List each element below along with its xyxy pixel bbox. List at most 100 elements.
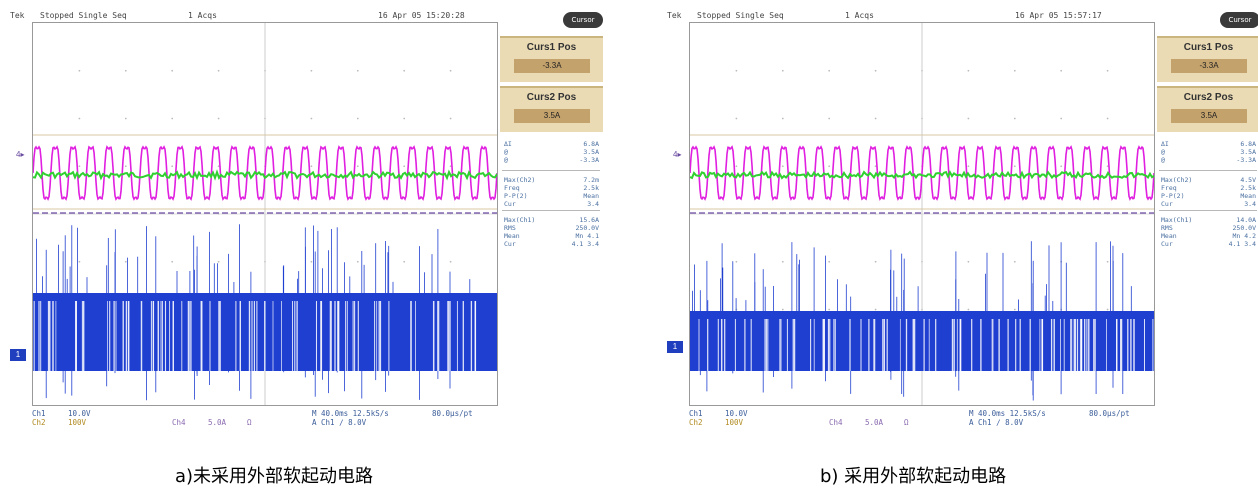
readout-row: Freq 2.5k xyxy=(1161,184,1256,192)
cursor-readout: ΔI 6.8A @3.5A @ -3.3A xyxy=(1161,140,1256,164)
cursor-menu-button[interactable]: Cursor xyxy=(1220,12,1258,28)
grid-dot xyxy=(449,117,452,120)
ch1-marker: 1 xyxy=(10,349,26,361)
grid-dot xyxy=(1060,117,1063,120)
waveform-svg xyxy=(690,23,1154,405)
waveform-svg xyxy=(33,23,497,405)
readout-row: Cur 3.4 xyxy=(1161,200,1256,208)
grid-dot xyxy=(449,260,452,263)
ch1-label: Ch1 xyxy=(689,409,703,418)
readout-label: Max(Ch2) xyxy=(1161,176,1193,184)
readout-label: Cur xyxy=(504,240,516,248)
readout-value: Mn 4.2 xyxy=(1232,232,1256,240)
sample-interval: 80.0μs/pt xyxy=(432,409,473,418)
grid-dot xyxy=(874,260,877,263)
readout-label: Cur xyxy=(1161,240,1173,248)
timebase-label: M 40.0ms 12.5kS/s xyxy=(312,409,389,418)
grid-dot xyxy=(828,260,831,263)
grid-dot xyxy=(1013,117,1016,120)
readout-row: Max(Ch1) 15.6A xyxy=(504,216,599,224)
cursor1-value: -3.3A xyxy=(1171,59,1247,73)
grid-dot xyxy=(874,69,877,72)
grid-dot xyxy=(967,117,970,120)
cursor1-value: -3.3A xyxy=(514,59,590,73)
brand-label: Tek xyxy=(10,11,25,20)
cursor1-position-box[interactable]: Curs1 Pos -3.3A xyxy=(500,36,603,82)
grid-dot xyxy=(1106,69,1109,72)
readout-row: ΔI 6.8A xyxy=(504,140,599,148)
readout-label: P-P(2) xyxy=(504,192,528,200)
ohm-symbol: Ω xyxy=(904,418,909,427)
timebase-label: M 40.0ms 12.5kS/s xyxy=(969,409,1046,418)
grid-dot xyxy=(124,117,127,120)
readout-row: Cur 3.4 xyxy=(504,200,599,208)
readout-value: 6.8A xyxy=(583,140,599,148)
grid-dot xyxy=(1013,260,1016,263)
grid-dot xyxy=(124,69,127,72)
grid-dot xyxy=(78,165,81,168)
readout-value: -3.3A xyxy=(579,156,599,164)
side-menu: Cursor Curs1 Pos -3.3A Curs2 Pos 3.5A ΔI… xyxy=(1157,10,1258,410)
grid-dot xyxy=(781,308,784,311)
cursor1-title: Curs1 Pos xyxy=(526,42,577,53)
readout-label: Mean xyxy=(504,232,520,240)
ch1-scale: 10.0V xyxy=(725,409,748,418)
grid-dot xyxy=(874,308,877,311)
readout-value: 2.5k xyxy=(583,184,599,192)
measurement-readout-2: Max(Ch1) 15.6A RMS 250.0V Mean Mn 4.1 Cur 4.1 3… xyxy=(504,216,599,248)
cursor-readout: ΔI 6.8A @3.5A @ -3.3A xyxy=(504,140,599,164)
grid-dot xyxy=(124,260,127,263)
grid-dot xyxy=(1060,165,1063,168)
cursor2-position-box[interactable]: Curs2 Pos 3.5A xyxy=(1157,86,1258,132)
grid-dot xyxy=(171,260,174,263)
grid-dot xyxy=(967,308,970,311)
acquisition-count: 1 Acqs xyxy=(845,11,874,20)
ch4-scale: 5.0A xyxy=(208,418,227,427)
readout-row: Cur 4.1 3.4 xyxy=(504,240,599,248)
readout-row: Mean Mn 4.2 xyxy=(1161,232,1256,240)
readout-row: Freq 2.5k xyxy=(504,184,599,192)
ch2-label: Ch2 xyxy=(689,418,703,427)
grid-dot xyxy=(217,165,220,168)
waveform-display xyxy=(689,22,1155,406)
readout-label: Cur xyxy=(504,200,516,208)
ch2-waveform xyxy=(690,145,1154,201)
readout-value: 6.8A xyxy=(1240,140,1256,148)
grid-dot xyxy=(403,69,406,72)
grid-dot xyxy=(735,165,738,168)
grid-dot xyxy=(217,69,220,72)
grid-dot xyxy=(78,117,81,120)
oscilloscope-panel-a: Tek Stopped Single Seq 1 Acqs 16 Apr 05 … xyxy=(8,10,603,440)
readout-value: Mn 4.1 xyxy=(575,232,599,240)
cursor2-position-box[interactable]: Curs2 Pos 3.5A xyxy=(500,86,603,132)
grid-dot xyxy=(310,117,313,120)
measurement-readout-1: Max(Ch2) 7.2m Freq 2.5k P-P(2) Mean Cur 3.4 xyxy=(504,176,599,208)
cursor1-position-box[interactable]: Curs1 Pos -3.3A xyxy=(1157,36,1258,82)
readout-value: 4.1 3.4 xyxy=(1228,240,1256,248)
grid-dot xyxy=(967,69,970,72)
readout-row: @ -3.3A xyxy=(504,156,599,164)
ch3-waveform xyxy=(690,170,1154,180)
scope-bottom-status: Ch1 10.0V Ch2 100V Ch4 5.0A Ω M 40.0ms 1… xyxy=(32,407,498,437)
grid-dot xyxy=(828,117,831,120)
readout-row: Mean Mn 4.1 xyxy=(504,232,599,240)
readout-value: Mean xyxy=(583,192,599,200)
readout-label: Max(Ch1) xyxy=(1161,216,1193,224)
waveform-display xyxy=(32,22,498,406)
measurement-readout-2: Max(Ch1) 14.0A RMS 250.0V Mean Mn 4.2 Cur 4.1 3… xyxy=(1161,216,1256,248)
readout-label: RMS xyxy=(504,224,516,232)
side-menu: Cursor Curs1 Pos -3.3A Curs2 Pos 3.5A ΔI… xyxy=(500,10,603,410)
scope-status-bar: Tek Stopped Single Seq 1 Acqs 16 Apr 05 … xyxy=(8,10,498,22)
grid-dot xyxy=(781,165,784,168)
grid-dot xyxy=(310,69,313,72)
grid-dot xyxy=(356,165,359,168)
grid-dot xyxy=(874,165,877,168)
readout-value: 250.0V xyxy=(575,224,599,232)
grid-dot xyxy=(356,69,359,72)
ch2-waveform xyxy=(33,145,497,201)
grid-dot xyxy=(356,260,359,263)
cursor2-value: 3.5A xyxy=(514,109,590,123)
ch2-scale: 100V xyxy=(68,418,87,427)
divider xyxy=(1159,210,1257,211)
cursor-menu-button[interactable]: Cursor xyxy=(563,12,603,28)
